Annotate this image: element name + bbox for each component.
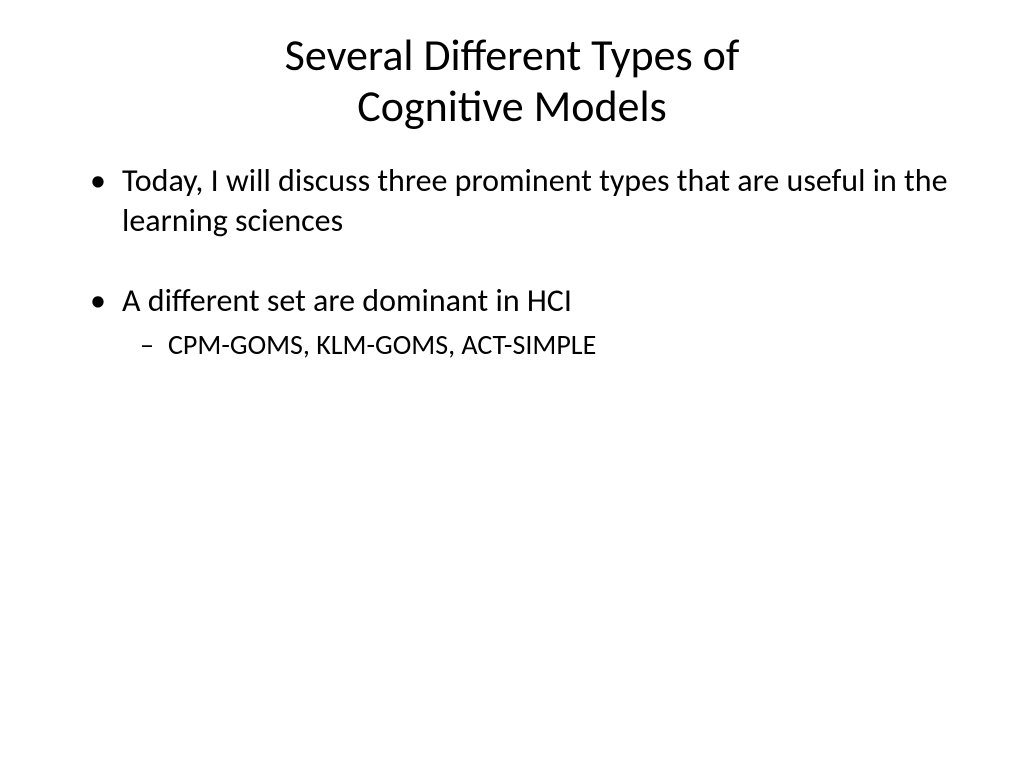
sub-bullet-item: CPM-GOMS, KLM-GOMS, ACT-SIMPLE bbox=[140, 327, 964, 363]
title-line-2: Cognitive Models bbox=[357, 79, 667, 133]
bullet-text: Today, I will discuss three prominent ty… bbox=[122, 161, 947, 240]
sub-bullet-text: CPM-GOMS, KLM-GOMS, ACT-SIMPLE bbox=[168, 327, 596, 362]
sub-bullet-list: CPM-GOMS, KLM-GOMS, ACT-SIMPLE bbox=[122, 327, 964, 363]
slide-container: Several Different Types of Cognitive Mod… bbox=[0, 0, 1024, 768]
bullet-list: Today, I will discuss three prominent ty… bbox=[90, 161, 964, 363]
slide-title: Several Different Types of Cognitive Mod… bbox=[60, 30, 964, 131]
slide-content: Today, I will discuss three prominent ty… bbox=[60, 161, 964, 363]
title-line-1: Several Different Types of bbox=[285, 28, 740, 82]
bullet-text: A different set are dominant in HCI bbox=[122, 281, 572, 320]
bullet-item: A different set are dominant in HCI CPM-… bbox=[90, 281, 964, 363]
bullet-item: Today, I will discuss three prominent ty… bbox=[90, 161, 964, 241]
